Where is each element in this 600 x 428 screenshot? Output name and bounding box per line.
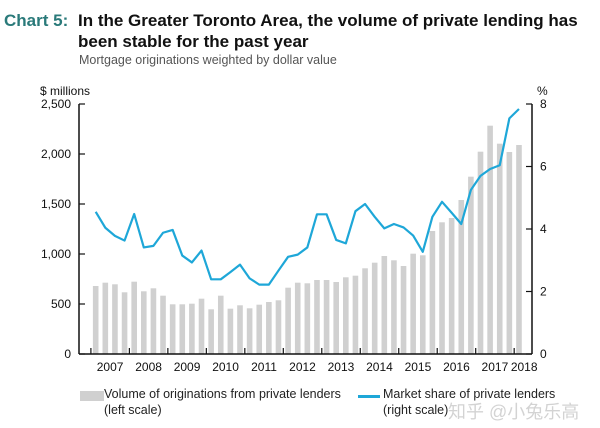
x-tick-label: 2017 <box>482 360 509 374</box>
bar <box>285 287 291 354</box>
bar <box>487 125 493 354</box>
bar <box>256 304 263 354</box>
bar <box>217 295 224 354</box>
chart-subtitle: Mortgage originations weighted by dollar… <box>79 53 337 67</box>
x-tick-label: 2010 <box>212 360 239 374</box>
left-tick-label: 0 <box>64 347 71 361</box>
bar <box>92 286 99 354</box>
bar <box>160 295 166 354</box>
bar <box>266 302 272 354</box>
left-tick-label: 1,500 <box>41 197 71 211</box>
left-tick-label: 1,000 <box>41 247 71 261</box>
bar <box>304 283 311 354</box>
right-tick-label: 4 <box>540 222 547 236</box>
right-tick-label: 2 <box>540 285 547 299</box>
x-tick-label: 2018 <box>511 360 538 374</box>
bar <box>275 300 282 354</box>
bar <box>381 256 388 354</box>
legend-swatch-bar <box>80 391 104 401</box>
x-tick-label: 2009 <box>174 360 201 374</box>
chart-title-row: Chart 5: In the Greater Toronto Area, th… <box>4 10 588 52</box>
bar <box>314 280 320 354</box>
x-tick-label: 2013 <box>328 360 355 374</box>
bar <box>102 282 109 354</box>
legend-item-share: Market share of private lenders (right s… <box>383 386 555 418</box>
series-line <box>94 108 520 286</box>
bar <box>496 143 503 354</box>
bar <box>352 275 359 354</box>
bar <box>516 145 522 354</box>
bar <box>429 231 436 354</box>
bar <box>477 151 484 354</box>
legend-label: Volume of originations from private lend… <box>104 387 341 401</box>
x-tick-label: 2007 <box>97 360 124 374</box>
legend-sublabel: (right scale) <box>383 403 449 417</box>
bar <box>343 277 349 354</box>
bar <box>169 304 176 354</box>
x-tick-label: 2008 <box>135 360 162 374</box>
bar <box>391 260 397 354</box>
bar <box>237 305 243 354</box>
bar <box>141 291 147 354</box>
left-tick-label: 2,000 <box>41 147 71 161</box>
bar <box>131 281 137 354</box>
bar <box>448 218 455 354</box>
watermark: 知乎 @小兔乐高 <box>448 402 580 422</box>
bar <box>189 303 195 354</box>
bar <box>333 282 339 354</box>
bar <box>362 268 368 354</box>
legend-sublabel: (left scale) <box>104 403 162 417</box>
bar <box>371 262 378 354</box>
right-tick-label: 6 <box>540 160 547 174</box>
bar <box>439 222 445 354</box>
bar <box>112 284 118 354</box>
bar <box>468 176 474 354</box>
bar <box>419 255 426 354</box>
bar <box>246 308 253 354</box>
bar <box>150 288 157 354</box>
x-tick-label: 2016 <box>443 360 470 374</box>
bar <box>198 298 205 354</box>
right-axis-label: % <box>537 84 548 98</box>
chart-title: In the Greater Toronto Area, the volume … <box>78 11 578 51</box>
bar <box>294 282 301 354</box>
chart-number: Chart 5: <box>4 11 69 30</box>
bar <box>506 152 513 354</box>
left-tick-label: 500 <box>51 297 71 311</box>
legend-label: Market share of private lenders <box>383 387 556 401</box>
right-tick-label: 0 <box>540 347 547 361</box>
bar <box>121 292 128 354</box>
x-tick-label: 2014 <box>366 360 393 374</box>
bar <box>227 308 234 354</box>
right-tick-label: 8 <box>540 97 547 111</box>
x-tick-label: 2015 <box>405 360 432 374</box>
bar <box>410 253 416 354</box>
x-tick-label: 2012 <box>289 360 316 374</box>
left-axis-label: $ millions <box>40 84 91 98</box>
left-tick-label: 2,500 <box>41 97 71 111</box>
x-tick-label: 2011 <box>251 360 277 374</box>
bar <box>458 200 465 354</box>
legend-item-volume: Volume of originations from private lend… <box>104 386 341 418</box>
bar <box>400 266 407 354</box>
bar <box>179 304 186 354</box>
bar <box>323 280 330 354</box>
legend-swatch-line <box>358 395 380 398</box>
bar <box>208 309 214 354</box>
